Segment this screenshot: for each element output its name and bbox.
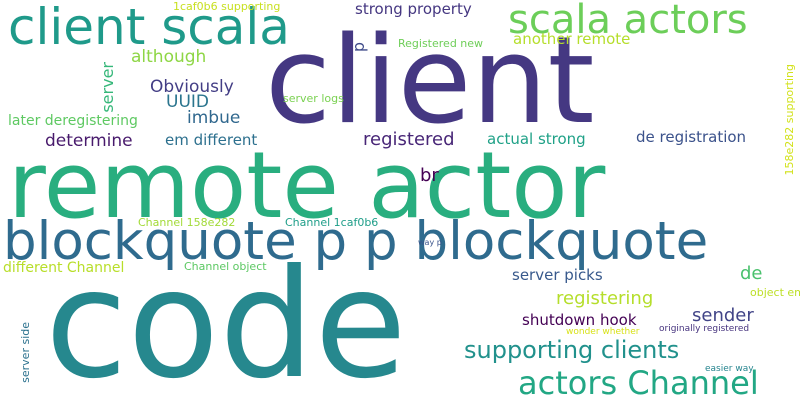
word-strong-property: strong property — [355, 0, 472, 18]
word-br: br — [420, 165, 439, 186]
word-158e282-supporting: 158e282 supporting — [783, 64, 796, 176]
word-actual-strong: actual strong — [487, 130, 586, 148]
word-blockquote-p-p-blockquote: blockquote p p blockquote — [3, 211, 709, 272]
word-client-scala: client scala — [8, 0, 290, 56]
word-de: de — [740, 263, 763, 284]
word-actors-channel: actors Channel — [518, 364, 759, 400]
word-determine: determine — [45, 131, 133, 151]
word-1caf0b6-supporting: 1caf0b6 supporting — [173, 0, 281, 13]
word-server-logs: server logs — [283, 92, 344, 105]
word-different-channel: different Channel — [3, 260, 125, 276]
word-channel-1caf0b6: Channel 1caf0b6 — [285, 216, 379, 229]
word-sender: sender — [692, 305, 754, 326]
word-originally-registered: originally registered — [659, 324, 750, 334]
word-imbue: imbue — [187, 108, 241, 128]
word-object-em: object em — [750, 286, 800, 299]
word-em-different: em different — [165, 131, 258, 149]
word-although: although — [131, 47, 207, 67]
word-server: server — [98, 62, 117, 113]
word-registered: registered — [363, 129, 455, 150]
word-shutdown-hook: shutdown hook — [522, 311, 637, 329]
word-registered-new: Registered new — [398, 37, 484, 50]
word-client: client — [265, 12, 595, 151]
word-remote-actor: remote actor — [8, 132, 606, 239]
word-code: code — [45, 238, 407, 400]
word-way-p: way p — [418, 238, 442, 247]
word-scala-actors: scala actors — [508, 0, 748, 43]
word-server-side: server side — [19, 322, 32, 383]
word-registering: registering — [556, 288, 654, 309]
word-uuid: UUID — [166, 92, 209, 112]
word-channel-object: Channel object — [184, 260, 267, 273]
word-obviously: Obviously — [150, 77, 234, 97]
word-channel-158e282: Channel 158e282 — [138, 216, 236, 229]
word-easier-way: easier way — [705, 364, 754, 374]
word-another-remote: another remote — [513, 30, 631, 48]
word-de-registration: de registration — [636, 128, 747, 146]
word-wonder-whether: wonder whether — [566, 327, 640, 337]
word-p: p — [349, 42, 368, 53]
word-later-deregistering: later deregistering — [8, 113, 138, 129]
word-supporting-clients: supporting clients — [464, 336, 680, 364]
word-server-picks: server picks — [512, 266, 603, 284]
